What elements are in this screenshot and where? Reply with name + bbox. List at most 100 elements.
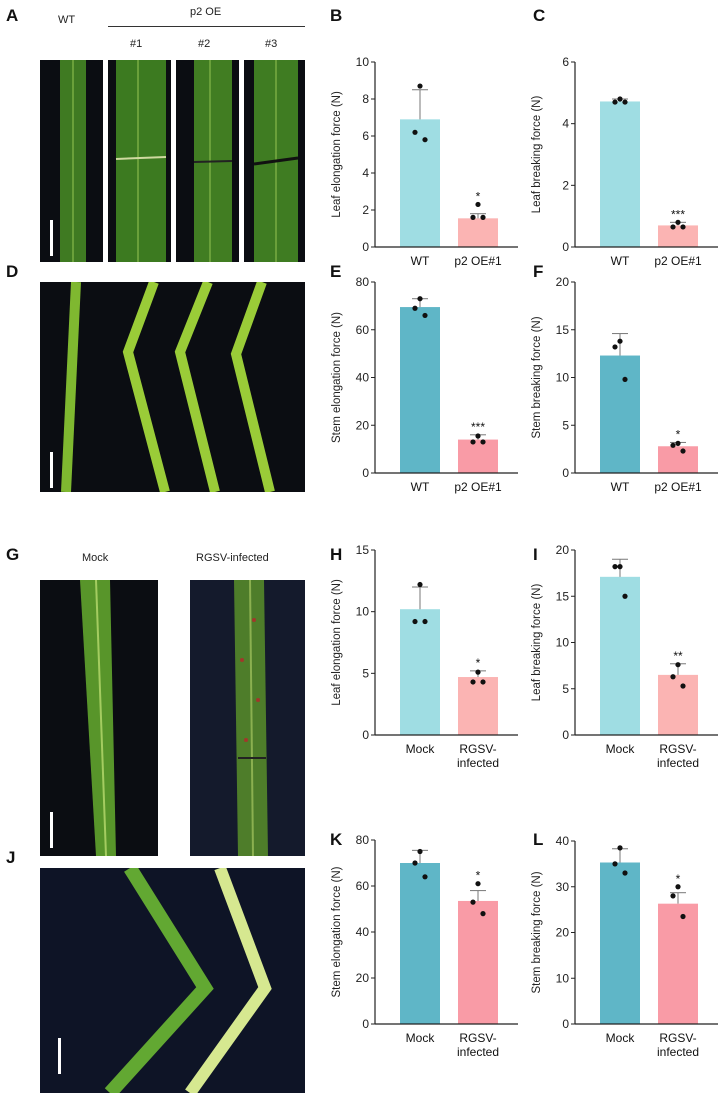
y-tick-label: 0: [362, 466, 369, 480]
data-point: [670, 224, 676, 230]
chart-c-leaf-breaking: WT *** p2 OE#1 0 2 4 6 Leaf breaking force (N): [531, 55, 718, 268]
significance-marker: *: [476, 189, 481, 203]
y-tick-label: 6: [562, 55, 569, 69]
panel-letter-i: I: [533, 545, 538, 564]
data-point: [617, 338, 623, 344]
bar-rgsv: [658, 674, 698, 735]
y-tick-label: 20: [556, 543, 570, 557]
data-point: [670, 893, 676, 899]
chart-k-stem-elongation: Mock * RGSV-infected 0 20 40 60 80 Stem elongati…: [331, 833, 518, 1059]
y-tick-label: 15: [556, 323, 570, 337]
y-axis-label: Stem elongation force (N): [331, 866, 343, 997]
panel-letter-f: F: [533, 262, 544, 281]
data-point: [422, 312, 428, 319]
bar-wt: [400, 307, 440, 473]
panel-letter-b: B: [330, 6, 343, 25]
data-point: [422, 137, 428, 143]
y-tick-label: 60: [356, 879, 370, 893]
data-point: [622, 593, 628, 599]
data-point: [475, 669, 481, 675]
panel-letter-a: A: [6, 6, 19, 25]
y-tick-label: 0: [562, 240, 569, 254]
data-point: [617, 845, 623, 851]
x-tick-label: RGSV-: [459, 742, 496, 756]
y-tick-label: 4: [362, 166, 369, 180]
significance-marker: *: [476, 656, 481, 670]
x-tick-label: Mock: [606, 1031, 636, 1045]
x-tick-label: WT: [611, 254, 630, 268]
x-tick-label: Mock: [406, 1031, 436, 1045]
y-tick-label: 4: [562, 117, 569, 131]
chart-l-stem-breaking: Mock * RGSV-infected 0 10 20 30 40 Stem breaking…: [531, 834, 718, 1059]
x-tick-label: p2 OE#1: [654, 254, 702, 268]
y-tick-label: 80: [356, 833, 370, 847]
data-point: [612, 344, 618, 350]
y-tick-label: 2: [362, 203, 369, 217]
y-tick-label: 2: [562, 178, 569, 192]
y-tick-label: 20: [356, 971, 370, 985]
data-point: [470, 679, 476, 685]
y-tick-label: 8: [362, 92, 369, 106]
y-tick-label: 15: [356, 543, 370, 557]
label-wt: WT: [58, 14, 76, 26]
label-line-2: #2: [198, 38, 211, 50]
photo-stems-bent: [40, 282, 305, 492]
data-point: [412, 129, 418, 135]
x-tick-label: infected: [457, 756, 499, 770]
data-point: [670, 442, 676, 448]
data-point: [612, 861, 618, 867]
data-point: [417, 296, 423, 302]
data-point: [417, 581, 423, 588]
y-tick-label: 10: [356, 55, 370, 69]
bar-mock: [400, 609, 440, 735]
data-point: [417, 83, 423, 89]
y-tick-label: 10: [556, 636, 570, 650]
y-tick-label: 0: [562, 728, 569, 742]
data-point: [680, 224, 686, 230]
label-line-1: #1: [130, 38, 143, 50]
x-tick-label: p2 OE#1: [654, 480, 702, 494]
label-mock: Mock: [82, 552, 109, 564]
y-tick-label: 0: [562, 466, 569, 480]
bar-p2oe1: [458, 439, 498, 473]
y-tick-label: 30: [556, 880, 570, 894]
y-axis-label: Stem breaking force (N): [531, 871, 543, 993]
panel-letter-g: G: [6, 545, 20, 564]
y-tick-label: 0: [362, 240, 369, 254]
x-tick-label: Mock: [406, 742, 436, 756]
data-point: [475, 433, 481, 439]
y-tick-label: 10: [556, 371, 570, 385]
data-point: [470, 439, 476, 445]
panel-letter-h: H: [330, 545, 343, 564]
x-tick-label: RGSV-: [659, 742, 696, 756]
chart-b-leaf-elongation: WT * p2 OE#1 0 2 4 6 8 10 Leaf elongation force (…: [331, 55, 518, 268]
significance-marker: ***: [671, 207, 685, 221]
panel-letter-l: L: [533, 830, 544, 849]
chart-e-stem-elongation: WT *** p2 OE#1 0 20 40 60 80 Stem elongation for…: [331, 275, 518, 494]
data-point: [622, 99, 628, 105]
data-point: [475, 201, 481, 208]
data-point: [470, 214, 476, 220]
x-tick-label: WT: [411, 480, 430, 494]
y-tick-label: 20: [356, 418, 370, 432]
bar-mock: [600, 576, 640, 735]
x-tick-label: Mock: [606, 742, 636, 756]
data-point: [675, 884, 681, 890]
data-point: [480, 214, 486, 220]
bar-wt: [600, 101, 640, 247]
data-point: [412, 618, 418, 625]
bar-rgsv: [458, 677, 498, 735]
data-point: [680, 448, 686, 454]
data-point: [675, 219, 681, 225]
y-tick-label: 40: [356, 371, 370, 385]
group-bracket-line: [108, 26, 305, 27]
bar-p2oe1: [658, 225, 698, 247]
bar-p2oe1: [658, 446, 698, 473]
x-tick-label: infected: [457, 1045, 499, 1059]
y-tick-label: 10: [556, 971, 570, 985]
x-tick-label: p2 OE#1: [454, 254, 502, 268]
y-tick-label: 40: [356, 925, 370, 939]
label-line-3: #3: [265, 38, 278, 50]
chart-f-stem-breaking: WT * p2 OE#1 0 5 10 15 20 Stem breaking force (N…: [531, 275, 718, 494]
data-point: [670, 674, 676, 680]
